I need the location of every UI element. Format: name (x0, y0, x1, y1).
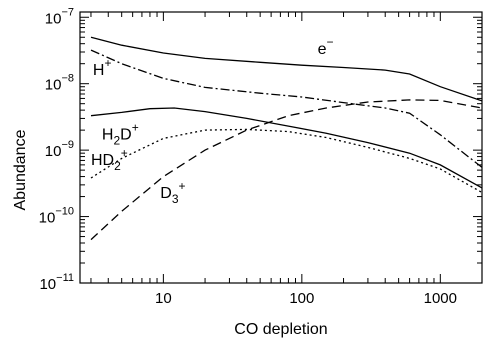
y-axis-label: Abundance (12, 129, 29, 210)
x-tick-label: 1000 (424, 290, 457, 307)
plot-border (79, 11, 483, 284)
series-label-2: H2D+ (102, 120, 139, 147)
series-line-0 (90, 36, 483, 102)
series-label-0: e− (318, 35, 334, 58)
series-labels: e− H+ H2D+HD2+ D3+ (91, 35, 334, 206)
x-tick-label: 10 (155, 290, 172, 307)
y-tick-label: 10−10 (39, 206, 74, 227)
series-label-1: H+ (93, 56, 112, 79)
y-tick-label: 10−7 (45, 6, 74, 27)
series-line-1 (90, 49, 483, 168)
plot-frame (79, 11, 483, 284)
y-tick-label: 10−8 (45, 73, 74, 94)
series-lines (90, 36, 483, 241)
series-line-2 (90, 107, 483, 189)
series-line-4 (90, 99, 483, 241)
y-tick-label: 10−11 (39, 272, 74, 293)
series-line-3 (90, 128, 483, 194)
series-label-3: HD2+ (91, 146, 128, 173)
x-tick-label: 100 (289, 290, 314, 307)
series-label-4: D3+ (160, 179, 185, 206)
axis-ticks: 10 100 1000 10−11 10−10 10−9 10−8 10−7 (39, 6, 483, 307)
y-tick-label: 10−9 (45, 139, 74, 160)
x-axis-label: CO depletion (234, 321, 327, 338)
